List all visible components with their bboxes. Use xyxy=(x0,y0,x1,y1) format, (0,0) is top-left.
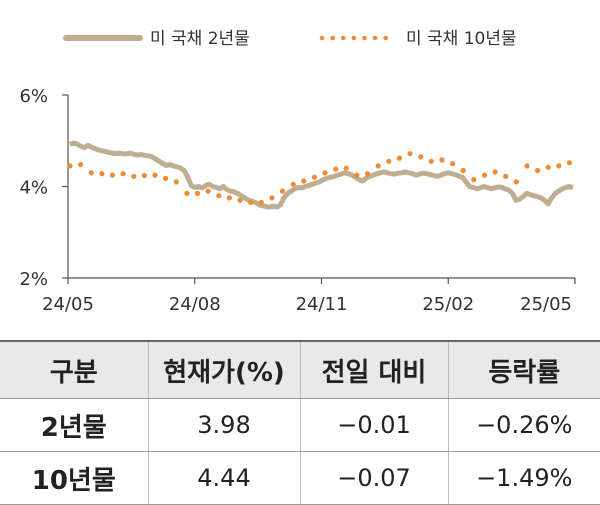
data-point xyxy=(471,177,477,183)
data-point xyxy=(481,172,487,178)
yield-chart: 미 국채 2년물 미 국채 10년물 2% 4% 6% 24/05 24/08 24/1… xyxy=(19,29,576,315)
row-price: 4.44 xyxy=(147,451,300,505)
x-tick-label: 24/08 xyxy=(169,294,221,315)
series-line-2y xyxy=(69,140,574,210)
yield-quote-table: 구분 현재가(%) 전일 대비 등락률 2년물 3.98 −0.01 −0.26… xyxy=(0,340,600,505)
y-tick-label: 4% xyxy=(19,178,48,199)
y-tick-label: 6% xyxy=(19,86,48,107)
header-daily-change: 전일 대비 xyxy=(299,340,448,399)
data-point xyxy=(216,193,222,199)
table-row-2y: 2년물 3.98 −0.01 −0.26% xyxy=(0,398,600,452)
data-point xyxy=(407,151,413,157)
data-point xyxy=(226,195,232,201)
data-point xyxy=(311,174,317,180)
data-point xyxy=(503,173,509,179)
data-point xyxy=(513,179,519,185)
legend-label-2y: 미 국채 2년물 xyxy=(150,29,250,49)
data-point xyxy=(78,161,84,168)
data-point xyxy=(492,169,498,175)
data-point xyxy=(343,165,349,171)
header-change-rate: 등락률 xyxy=(447,340,600,399)
data-point xyxy=(396,155,402,161)
data-point xyxy=(290,181,296,187)
data-point xyxy=(333,166,339,172)
data-point xyxy=(279,188,286,194)
data-point xyxy=(141,172,147,179)
chart-legend: 미 국채 2년물 미 국채 10년물 xyxy=(63,29,517,49)
data-point xyxy=(556,163,562,169)
data-point xyxy=(163,175,169,181)
row-pct: −1.49% xyxy=(447,451,600,505)
data-point xyxy=(152,172,158,178)
data-point xyxy=(418,154,424,160)
row-price: 3.98 xyxy=(147,398,300,452)
data-point xyxy=(109,172,116,178)
data-point xyxy=(524,163,530,169)
data-point xyxy=(322,170,328,176)
data-point xyxy=(67,163,73,169)
data-point xyxy=(364,171,371,177)
data-point xyxy=(131,173,137,179)
row-name: 2년물 xyxy=(0,398,148,452)
data-point xyxy=(354,172,360,178)
data-point xyxy=(205,188,211,194)
row-name: 10년물 xyxy=(0,451,148,505)
data-point xyxy=(439,157,445,163)
data-point xyxy=(173,179,179,185)
header-category: 구분 xyxy=(0,340,148,399)
table-row-10y: 10년물 4.44 −0.07 −1.49% xyxy=(0,451,600,505)
data-point xyxy=(194,190,201,196)
x-tick-label: 25/05 xyxy=(520,294,572,315)
row-change: −0.01 xyxy=(299,398,448,452)
header-current-price: 현재가(%) xyxy=(147,340,300,399)
data-point xyxy=(184,190,190,196)
data-point xyxy=(237,197,243,203)
data-point xyxy=(535,167,541,174)
y-tick-label: 2% xyxy=(19,269,48,290)
x-tick-label: 24/11 xyxy=(296,294,348,315)
data-point xyxy=(545,164,551,170)
table-header-row: 구분 현재가(%) 전일 대비 등락률 xyxy=(0,340,600,399)
row-pct: −0.26% xyxy=(447,398,600,452)
row-change: −0.07 xyxy=(299,451,448,505)
x-tick-label: 25/02 xyxy=(422,294,474,315)
data-point xyxy=(375,163,381,169)
data-point xyxy=(566,160,573,166)
data-point xyxy=(99,171,105,177)
data-point xyxy=(460,167,466,174)
x-tick-label: 24/05 xyxy=(42,294,94,315)
data-point xyxy=(428,158,434,164)
data-point xyxy=(88,170,94,176)
data-point xyxy=(450,161,456,167)
data-point xyxy=(258,199,264,206)
data-point xyxy=(120,171,126,177)
data-point xyxy=(386,158,392,164)
data-point xyxy=(269,195,275,201)
legend-label-10y: 미 국채 10년물 xyxy=(406,29,517,49)
data-point xyxy=(301,178,307,184)
data-point xyxy=(248,199,254,206)
series-dots-10y xyxy=(67,151,573,206)
